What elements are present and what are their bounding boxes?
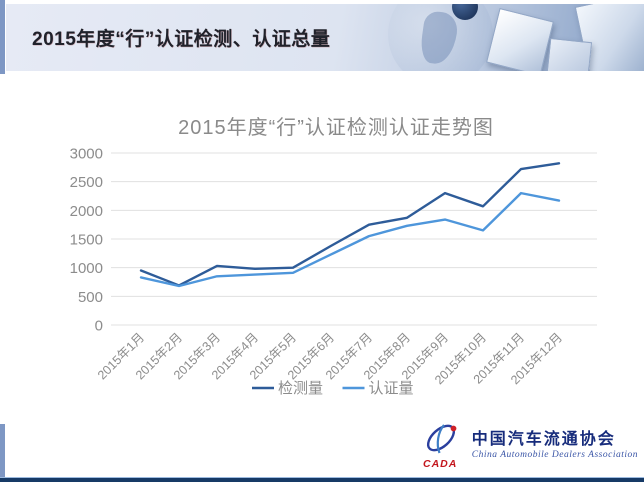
y-tick-label: 0 — [95, 318, 103, 335]
cube-shape — [545, 37, 593, 71]
trend-chart: 0 500 1000 1500 2000 2500 3000 2015年1月 2015年2月 20… — [0, 74, 644, 424]
y-tick-label: 2000 — [70, 203, 103, 220]
cada-logo-text: 中国汽车流通协会 China Automobile Dealers Associ… — [472, 431, 638, 460]
header-cubes-art — [388, 4, 644, 71]
logo-name-en: China Automobile Dealers Association — [471, 449, 638, 460]
series-line-1 — [139, 191, 561, 288]
globe-icon — [388, 4, 493, 71]
y-tick-label: 3000 — [70, 146, 103, 163]
cada-logo: CADA 中国汽车流通协会 China Automobile Dealers A… — [419, 422, 638, 470]
series-line-0 — [139, 162, 561, 287]
trend-chart-svg: 0500100015002000250030002015年1月2015年2月20… — [70, 116, 597, 397]
bottom-border — [0, 477, 644, 482]
sphere-icon — [452, 4, 478, 20]
page-title: 2015年度“行”认证检测、认证总量 — [32, 29, 331, 50]
y-tick-label: 2500 — [70, 174, 103, 191]
logo-red-dot — [450, 425, 457, 432]
y-tick-label: 500 — [78, 289, 103, 306]
legend-label-0: 检测量 — [278, 380, 323, 397]
logo-name-cn: 中国汽车流通协会 — [471, 431, 616, 449]
y-tick-label: 1000 — [70, 260, 103, 277]
cada-logo-mark: CADA — [423, 424, 457, 470]
chart-title: 2015年度“行”认证检测认证走势图 — [178, 116, 494, 139]
logo-acronym: CADA — [423, 458, 457, 470]
y-tick-label: 1500 — [70, 232, 103, 249]
slide-header: 2015年度“行”认证检测、认证总量 — [6, 4, 644, 71]
cube-shape — [486, 8, 554, 71]
legend-label-1: 认证量 — [369, 380, 414, 397]
